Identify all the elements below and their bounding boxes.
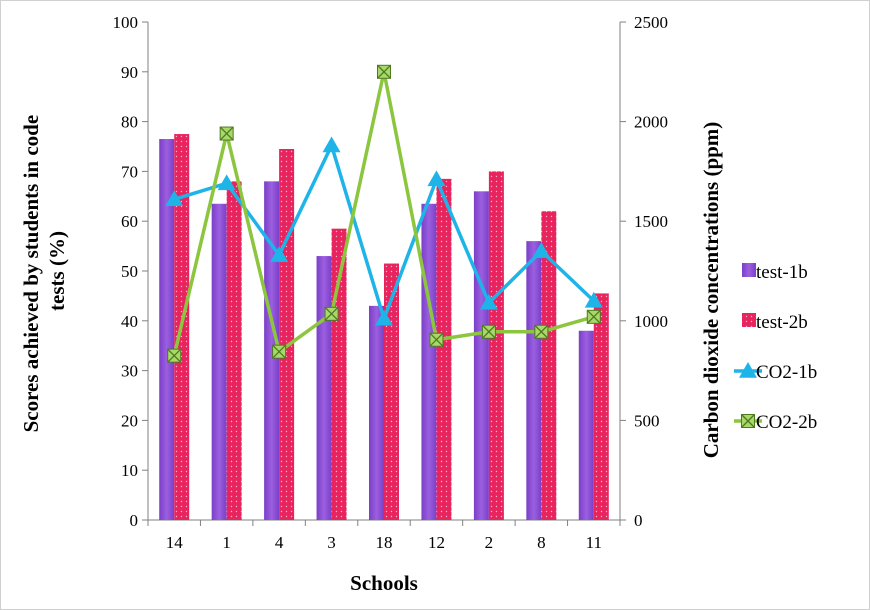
point-CO2-2b-1	[219, 126, 234, 141]
bar-test-1b-2	[473, 191, 489, 520]
legend-label: test-1b	[756, 262, 808, 283]
point-CO2-1b-11	[584, 291, 603, 308]
bar-test-2b-1	[226, 181, 242, 521]
y-tick-label: 60	[121, 212, 138, 231]
x-tick-label: 11	[586, 533, 602, 552]
y-tick-label: 100	[113, 13, 139, 32]
x-tick-label: 2	[485, 533, 494, 552]
y2-tick-label: 1000	[634, 312, 668, 331]
bar-test-1b-11	[578, 330, 594, 520]
bar-test-1b-8	[526, 241, 542, 520]
x-tick-label: 1	[222, 533, 231, 552]
legend-swatch	[742, 263, 756, 277]
y2-tick-label: 0	[634, 511, 643, 530]
bar-test-2b-18	[384, 263, 399, 520]
x-tick-label: 4	[275, 533, 284, 552]
point-CO2-1b-2	[479, 293, 498, 310]
point-CO2-2b-14	[167, 348, 182, 363]
y-tick-label: 10	[121, 461, 138, 480]
point-CO2-2b-18	[377, 64, 391, 79]
legend-marker	[739, 362, 757, 378]
y2-tick-label: 2000	[634, 113, 668, 132]
point-CO2-2b-2	[481, 324, 496, 339]
legend-swatch	[742, 313, 756, 327]
x-axis-title: Schools	[350, 571, 418, 595]
y-tick-label: 90	[121, 63, 138, 82]
legend-marker	[741, 414, 755, 428]
y2-tick-label: 2500	[634, 13, 668, 32]
bar-test-2b-2	[488, 171, 504, 520]
bar-test-2b-11	[593, 293, 609, 520]
y2-tick-label: 1500	[634, 212, 668, 231]
point-CO2-2b-4	[272, 344, 287, 359]
bar-test-1b-14	[159, 139, 175, 520]
point-CO2-2b-3	[324, 306, 339, 321]
bar-test-1b-12	[421, 203, 437, 520]
point-CO2-2b-8	[534, 324, 549, 339]
point-CO2-1b-4	[270, 246, 289, 262]
y-axis-title: Scores achieved by students in code test…	[19, 110, 69, 433]
y-tick-label: 0	[130, 511, 139, 530]
y-axis-title-line-2: tests (%)	[45, 231, 69, 311]
legend-item-test-1b: test-1b	[742, 262, 808, 283]
x-tick-label: 14	[166, 533, 184, 552]
y-tick-label: 20	[121, 411, 138, 430]
legend-item-test-2b: test-2b	[742, 312, 808, 333]
legend-item-CO2-2b: CO2-2b	[734, 412, 817, 433]
bar-test-2b-8	[541, 211, 557, 521]
legend-label: CO2-1b	[756, 362, 817, 383]
bar-test-1b-1	[211, 203, 227, 520]
x-tick-label: 12	[428, 533, 445, 552]
point-CO2-1b-12	[427, 170, 446, 187]
point-CO2-2b-12	[429, 332, 444, 347]
y2-axis-title: Carbon dioxide concentrations (ppm)	[699, 122, 723, 459]
point-CO2-1b-14	[165, 190, 184, 207]
y-tick-label: 50	[121, 262, 138, 281]
legend-item-CO2-1b: CO2-1b	[734, 362, 817, 383]
point-CO2-1b-8	[532, 242, 551, 258]
bar-test-1b-18	[369, 305, 384, 520]
point-CO2-1b-1	[217, 174, 236, 191]
bar-test-2b-12	[436, 178, 452, 520]
bar-test-1b-3	[316, 256, 332, 520]
point-CO2-2b-11	[586, 309, 601, 324]
x-tick-label: 8	[537, 533, 546, 552]
y-tick-label: 40	[121, 312, 138, 331]
x-tick-label: 3	[327, 533, 336, 552]
point-CO2-1b-18	[375, 309, 393, 326]
y-tick-label: 30	[121, 362, 138, 381]
x-tick-label: 18	[376, 533, 393, 552]
y-tick-label: 70	[121, 162, 138, 181]
bar-test-1b-4	[264, 181, 280, 521]
y-tick-label: 80	[121, 113, 138, 132]
point-CO2-1b-3	[322, 136, 341, 153]
legend-label: CO2-2b	[756, 412, 817, 433]
legend-label: test-2b	[756, 312, 808, 333]
y2-tick-label: 500	[634, 411, 660, 430]
y-axis-title-line-1: Scores achieved by students in code	[19, 115, 43, 433]
bar-test-2b-4	[279, 148, 295, 521]
